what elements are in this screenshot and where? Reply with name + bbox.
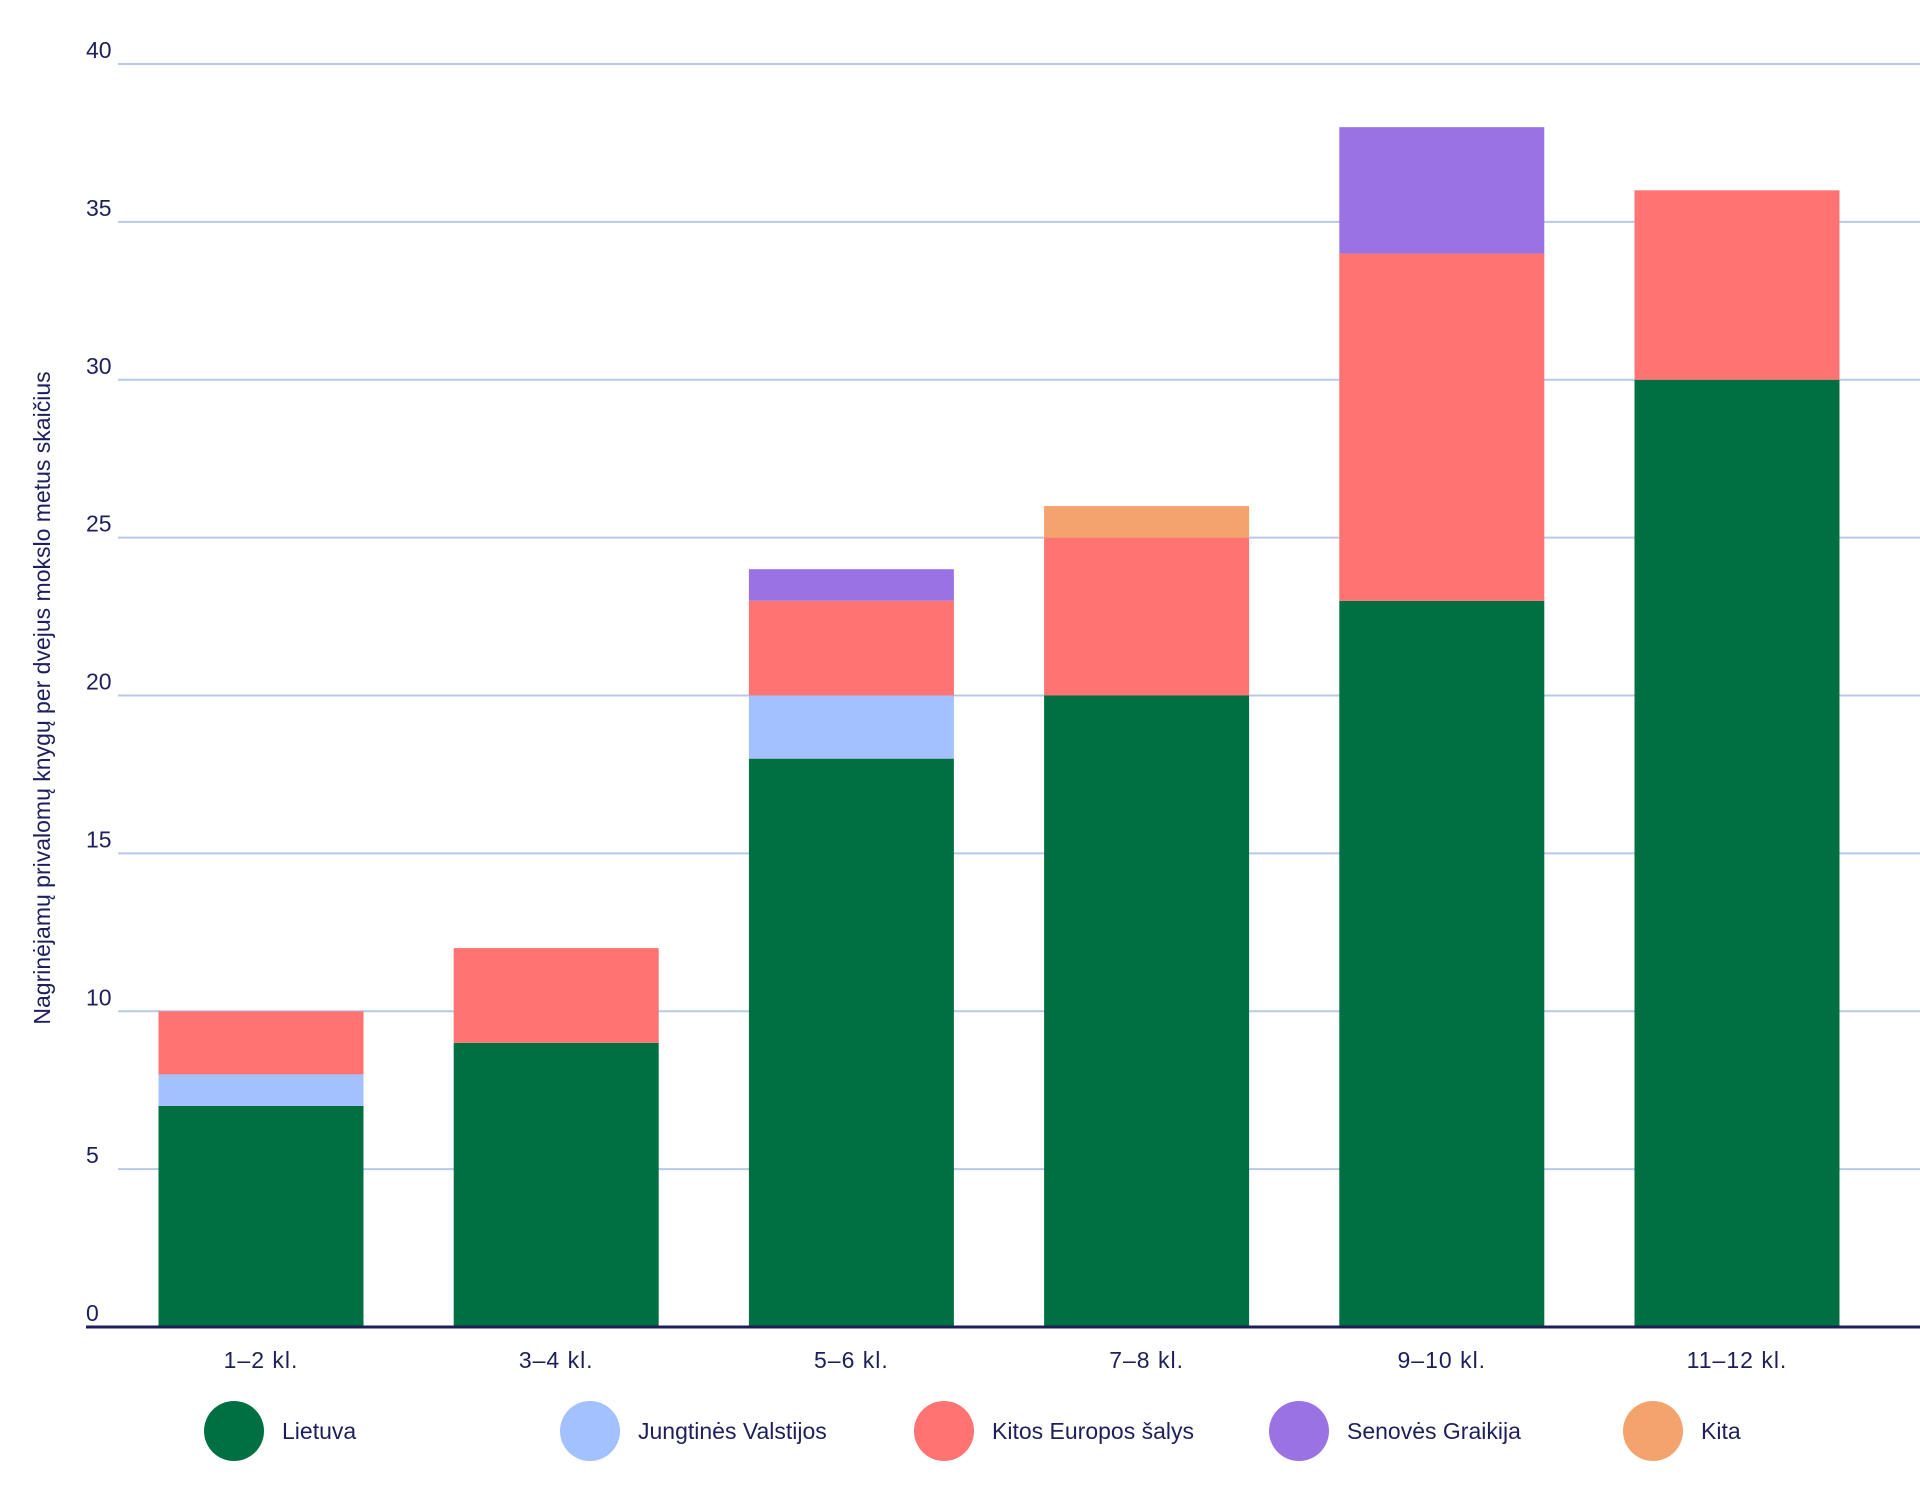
x-tick-9-10-kl: 9–10 kl.	[1398, 1347, 1487, 1373]
x-tick-7-8-kl: 7–8 kl.	[1109, 1347, 1184, 1373]
bar-5-6-kl-kitos-europos-salys	[748, 600, 954, 696]
x-tick-11-12-kl: 11–12 kl.	[1687, 1347, 1788, 1373]
legend-label-kitos-europos-salys: Kitos Europos šalys	[992, 1418, 1194, 1444]
bar-3-4-kl-lietuva	[453, 1042, 659, 1327]
y-tick-20: 20	[86, 669, 112, 695]
y-tick-0: 0	[86, 1300, 99, 1326]
bar-11-12-kl-kitos-europos-salys	[1634, 190, 1840, 380]
y-tick-35: 35	[86, 195, 112, 221]
bar-9-10-kl-senoves-graikija	[1339, 127, 1545, 254]
bar-5-6-kl-jungtines-valstijos	[748, 695, 954, 759]
bars	[158, 127, 1840, 1327]
bar-7-8-kl-kita	[1044, 506, 1250, 538]
legend-label-senoves-graikija: Senovės Graikija	[1347, 1418, 1521, 1444]
x-tick-5-6-kl: 5–6 kl.	[814, 1347, 889, 1373]
bar-3-4-kl-kitos-europos-salys	[453, 948, 659, 1043]
legend-label-jungtines-valstijos: Jungtinės Valstijos	[638, 1418, 827, 1444]
x-axis-ticks: 1–2 kl. 3–4 kl. 5–6 kl. 7–8 kl. 9–10 kl. 11–1…	[224, 1347, 1788, 1373]
x-tick-3-4-kl: 3–4 kl.	[519, 1347, 594, 1373]
legend-swatch-senoves-graikija	[1269, 1401, 1329, 1461]
bar-7-8-kl-kitos-europos-salys	[1044, 537, 1250, 696]
bar-7-8-kl-lietuva	[1044, 695, 1250, 1327]
bar-11-12-kl-lietuva	[1634, 379, 1840, 1327]
y-tick-5: 5	[86, 1142, 99, 1168]
bar-1-2-kl-lietuva	[158, 1105, 364, 1327]
y-tick-10: 10	[86, 984, 112, 1010]
legend-label-lietuva: Lietuva	[282, 1418, 356, 1444]
legend: Lietuva Jungtinės Valstijos Kitos Europos …	[204, 1401, 1741, 1461]
legend-swatch-kita	[1623, 1401, 1683, 1461]
legend-label-kita: Kita	[1701, 1418, 1741, 1444]
legend-swatch-jungtines-valstijos	[560, 1401, 620, 1461]
bar-9-10-kl-kitos-europos-salys	[1339, 253, 1545, 601]
y-axis-label: Nagrinėjamų privalomų knygų per dvejus m…	[29, 371, 55, 1024]
y-tick-25: 25	[86, 511, 112, 537]
bar-1-2-kl-kitos-europos-salys	[158, 1011, 364, 1075]
y-axis-ticks: 0 5 10 15 20 25 30 35 40	[86, 37, 112, 1326]
bar-9-10-kl-lietuva	[1339, 600, 1545, 1327]
y-tick-40: 40	[86, 37, 112, 63]
bar-5-6-kl-senoves-graikija	[748, 569, 954, 601]
bar-5-6-kl-lietuva	[748, 758, 954, 1327]
y-tick-30: 30	[86, 353, 112, 379]
legend-swatch-kitos-europos-salys	[914, 1401, 974, 1461]
gridlines	[118, 63, 1920, 1171]
legend-swatch-lietuva	[204, 1401, 264, 1461]
x-tick-1-2-kl: 1–2 kl.	[224, 1347, 299, 1373]
y-tick-15: 15	[86, 826, 112, 852]
bar-1-2-kl-jungtines-valstijos	[158, 1074, 364, 1106]
